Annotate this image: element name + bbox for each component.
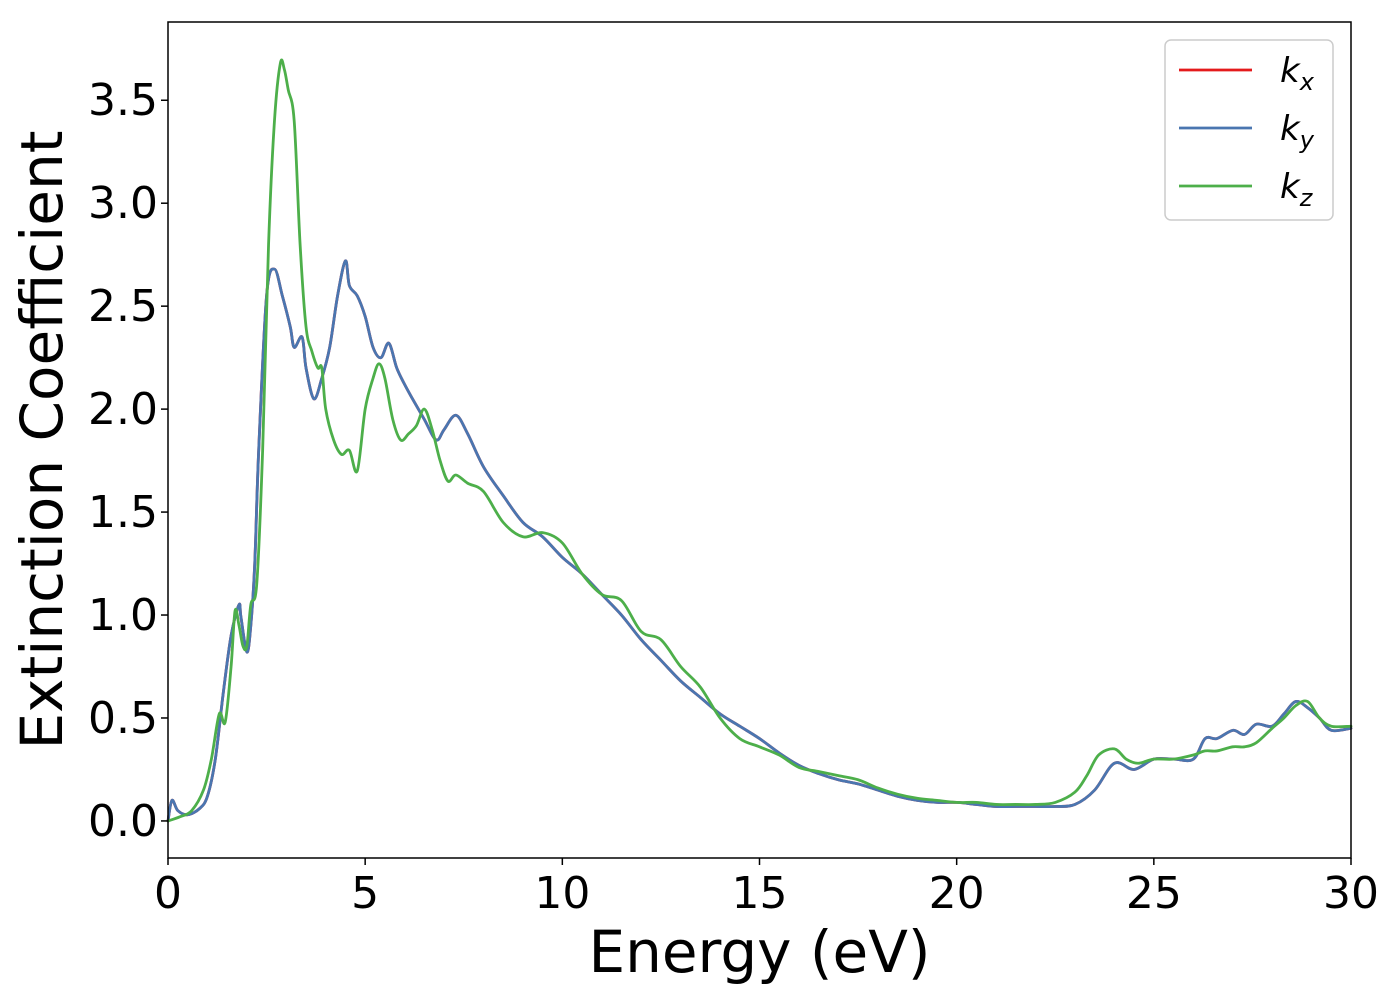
series-line-z	[166, 58, 1353, 823]
legend-frame	[1164, 39, 1334, 221]
legend: kx ky kz	[1164, 39, 1334, 221]
y-tick-label: 0.5	[88, 693, 158, 744]
x-tick-label: 30	[1323, 868, 1379, 919]
y-tick-label: 2.5	[88, 281, 158, 332]
x-tick-label: 15	[732, 868, 788, 919]
y-tick-label: 2.0	[88, 384, 158, 435]
y-axis-label: Extinction Coefficient	[8, 131, 76, 750]
legend-label-y: ky	[1280, 109, 1315, 154]
y-tick-label: 1.0	[88, 590, 158, 641]
x-tick-label: 10	[534, 868, 590, 919]
legend-label-x: kx	[1280, 51, 1315, 96]
y-tick-label: 3.0	[88, 178, 158, 229]
x-tick-label: 0	[154, 868, 182, 919]
tick-layer: 0 5 10 15 20 25 30 0.0 0.5 1.0 1.5 2.0 2.5 3.0 3.5	[88, 75, 1379, 919]
y-tick-label: 1.5	[88, 487, 158, 538]
legend-label-z: kz	[1280, 167, 1314, 212]
y-tick-label: 3.5	[88, 75, 158, 126]
y-tick-label: 0.0	[88, 796, 158, 847]
series-line-y	[166, 259, 1353, 823]
series-layer	[166, 58, 1353, 823]
x-tick-label: 5	[351, 868, 379, 919]
legend-entries: kx ky kz	[1179, 51, 1315, 212]
x-tick-label: 25	[1126, 868, 1182, 919]
x-tick-label: 20	[929, 868, 985, 919]
plot-frame	[167, 21, 1352, 859]
plot-area	[168, 22, 1351, 858]
x-axis-label: Energy (eV)	[588, 918, 930, 986]
